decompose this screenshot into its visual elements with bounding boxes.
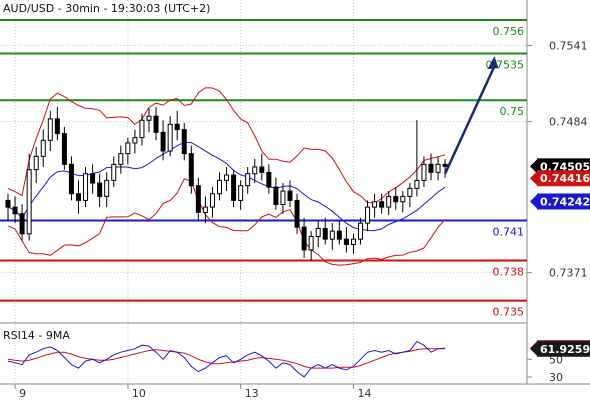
candle-body <box>245 173 251 187</box>
candle-body <box>231 174 237 201</box>
candle-body <box>132 137 138 144</box>
time-tick-label: 14 <box>358 387 372 400</box>
candle-body <box>336 230 342 240</box>
candle-body <box>301 226 307 251</box>
candle-body <box>294 199 300 228</box>
rsi-tick-label: 30 <box>549 371 563 384</box>
time-tick-label: 13 <box>245 387 259 400</box>
chart-title: AUD/USD - 30min - 19:30:03 (UTC+2) <box>3 2 210 15</box>
price-badge <box>537 193 590 210</box>
price-tick-label: 0.7484 <box>549 116 588 129</box>
candle-body <box>308 235 314 251</box>
candle-body <box>421 163 427 181</box>
time-tick-label: 9 <box>19 387 26 400</box>
moving-average <box>7 141 446 232</box>
price-badge-pointer <box>530 159 537 174</box>
rsi-badge <box>537 340 590 357</box>
candle-body <box>202 206 208 213</box>
candle-body <box>287 190 293 201</box>
candle-body <box>350 238 356 246</box>
candle-body <box>61 133 67 165</box>
candle-body <box>111 163 117 181</box>
candle-body <box>195 185 201 213</box>
candle-body <box>90 173 96 184</box>
candle-body <box>238 185 244 201</box>
candle-body <box>104 179 110 197</box>
candle-body <box>372 201 378 208</box>
price-tick-label: 0.7371 <box>549 267 588 280</box>
price-badge-label: 0.74416 <box>540 172 590 185</box>
candle-body <box>386 195 392 208</box>
forecast-arrow-line <box>443 65 496 175</box>
candle-body <box>273 186 279 205</box>
candle-body <box>188 153 194 187</box>
time-tick-label: 10 <box>132 387 146 400</box>
candle-body <box>224 174 230 181</box>
candle-body <box>266 171 272 188</box>
price-badge-label: 0.74505 <box>540 160 590 173</box>
rsi-badge-pointer <box>530 341 537 356</box>
price-badge-pointer <box>530 171 537 186</box>
bollinger-lower <box>7 178 446 266</box>
candle-body <box>379 201 385 208</box>
candle-body <box>33 155 39 171</box>
rsi-badge-label: 61.9259 <box>540 343 590 356</box>
candle-body <box>146 115 152 121</box>
candle-body <box>118 153 124 165</box>
rsi-ma-line <box>7 347 446 369</box>
candle-body <box>181 129 187 155</box>
level-label: 0.741 <box>493 225 525 238</box>
candle-body <box>435 163 441 173</box>
candle-body <box>83 173 89 201</box>
candle-body <box>259 166 265 173</box>
candle-body <box>393 195 399 203</box>
candle-body <box>19 213 25 235</box>
rsi-label: RSI14 - 9MA <box>3 329 70 342</box>
candle-body <box>167 123 173 152</box>
forecast-arrow-head <box>487 56 499 70</box>
candle-body <box>400 195 406 203</box>
level-label: 0.75 <box>500 105 525 118</box>
candle-body <box>47 118 53 141</box>
price-tick-label: 0.7541 <box>549 39 588 52</box>
candle-body <box>365 206 371 224</box>
candle-body <box>68 163 74 195</box>
candle-body <box>5 199 11 208</box>
candle-body <box>54 118 60 135</box>
candle-body <box>97 182 103 197</box>
candle-body <box>322 227 328 240</box>
candle-body <box>174 123 180 131</box>
level-label: 0.756 <box>493 25 525 38</box>
candle-body <box>125 142 131 155</box>
candle-body <box>217 179 222 195</box>
price-badge <box>537 170 590 187</box>
candle-body <box>209 193 215 208</box>
price-badge-label: 0.74242 <box>540 195 590 208</box>
level-label: 0.735 <box>493 306 525 319</box>
candle-body <box>358 222 363 240</box>
candle-body <box>40 139 46 157</box>
candle-body <box>139 119 145 139</box>
rsi-line <box>7 340 446 378</box>
candle-body <box>315 227 321 237</box>
candle-body <box>414 179 420 189</box>
level-label: 0.738 <box>493 266 525 279</box>
candle-body <box>26 169 32 235</box>
candle-body <box>407 187 413 197</box>
candle-body <box>76 193 81 201</box>
candle-body <box>153 115 159 133</box>
candle-body <box>160 131 166 152</box>
price-badge-pointer <box>530 194 537 209</box>
candle-body <box>428 163 434 173</box>
candle-body <box>280 190 286 205</box>
candle-body <box>252 166 258 175</box>
candle-body <box>442 163 448 167</box>
candle-body <box>12 206 18 215</box>
candle-body <box>329 230 335 240</box>
candle-body <box>343 238 349 246</box>
